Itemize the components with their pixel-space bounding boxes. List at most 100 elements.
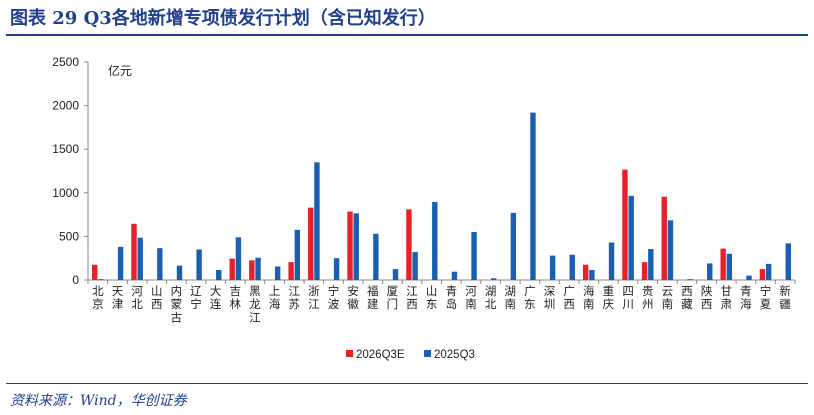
legend-label: 2025Q3 xyxy=(434,349,475,361)
x-tick-label: 厦门 xyxy=(387,284,399,311)
x-tick-label: 重庆 xyxy=(603,284,615,311)
x-tick-label: 海南 xyxy=(583,284,595,311)
bar xyxy=(98,279,104,280)
bar xyxy=(720,248,726,280)
bar xyxy=(648,249,654,280)
bar xyxy=(216,269,222,280)
x-tick-label: 宁波 xyxy=(328,284,340,311)
bar xyxy=(117,246,124,280)
y-tick-label: 500 xyxy=(59,229,79,243)
bar xyxy=(582,264,589,280)
bar xyxy=(196,249,202,280)
bar xyxy=(628,195,634,280)
bar xyxy=(373,233,379,280)
bar xyxy=(229,258,235,280)
x-tick-label: 北京 xyxy=(92,284,104,311)
x-tick-label: 西藏 xyxy=(681,284,693,311)
x-tick-label: 江苏 xyxy=(288,284,300,311)
source-note: 资料来源：Wind，华创证券 xyxy=(10,393,187,409)
bar xyxy=(249,260,255,280)
bar xyxy=(294,229,301,280)
y-tick-label: 1000 xyxy=(52,186,79,200)
bar xyxy=(622,169,628,280)
x-tick-label: 青海 xyxy=(740,284,752,311)
x-tick-label: 四川 xyxy=(622,284,634,311)
x-tick-label: 深圳 xyxy=(544,284,556,311)
x-tick-label: 上海 xyxy=(269,284,281,311)
legend-swatch xyxy=(424,350,431,357)
bar xyxy=(131,223,137,280)
bar xyxy=(667,220,674,280)
y-tick-label: 2000 xyxy=(52,99,79,113)
x-tick-label: 新疆 xyxy=(779,284,791,311)
legend-swatch xyxy=(346,350,353,357)
bar xyxy=(759,269,766,280)
bar xyxy=(92,264,98,280)
bar xyxy=(432,201,438,280)
x-tick-label: 江西 xyxy=(406,284,418,311)
x-tick-label: 青岛 xyxy=(446,284,458,311)
figure-title: 图表 29 Q3各地新增专项债发行计划（含已知发行） xyxy=(10,8,436,29)
source-rule xyxy=(6,383,808,384)
bar xyxy=(490,278,497,280)
bar xyxy=(347,211,353,280)
x-tick-label: 辽宁 xyxy=(190,284,202,311)
bar xyxy=(785,243,791,280)
bar xyxy=(726,253,733,280)
x-tick-label: 山西 xyxy=(151,284,163,311)
x-tick-label: 内蒙古 xyxy=(171,284,183,324)
bar xyxy=(530,112,536,281)
title-rule xyxy=(6,34,808,36)
x-tick-label: 广东 xyxy=(524,284,536,311)
bar xyxy=(274,266,281,280)
bar xyxy=(661,196,667,280)
bar xyxy=(333,258,340,280)
x-tick-label: 山东 xyxy=(426,284,438,311)
x-tick-label: 广西 xyxy=(563,284,575,311)
x-tick-label: 贵州 xyxy=(642,284,654,311)
bar xyxy=(765,263,772,280)
x-tick-label: 宁夏 xyxy=(760,284,772,311)
bar xyxy=(406,209,412,280)
bar xyxy=(641,262,648,280)
x-tick-label: 甘肃 xyxy=(721,284,733,311)
bar xyxy=(707,263,713,280)
bar xyxy=(137,237,143,280)
y-tick-label: 2500 xyxy=(52,55,79,69)
y-tick-label: 0 xyxy=(72,273,79,287)
bar xyxy=(255,257,261,280)
bar xyxy=(176,265,183,280)
bar xyxy=(746,275,752,280)
bar xyxy=(510,212,517,280)
bar xyxy=(235,237,242,280)
bar xyxy=(608,242,615,280)
legend-label: 2026Q3E xyxy=(356,349,405,361)
x-tick-label: 黑龙江 xyxy=(249,284,261,324)
bar xyxy=(471,232,477,280)
bar xyxy=(308,207,314,280)
y-tick-label: 1500 xyxy=(52,142,79,156)
x-tick-label: 湖北 xyxy=(485,284,497,311)
x-tick-label: 浙江 xyxy=(308,284,320,311)
bar xyxy=(288,262,294,280)
x-tick-label: 湖南 xyxy=(504,284,516,311)
x-tick-label: 河北 xyxy=(131,284,143,311)
bar xyxy=(549,255,556,280)
x-tick-label: 河南 xyxy=(465,284,477,311)
y-unit-label: 亿元 xyxy=(108,63,132,78)
bar xyxy=(157,248,163,280)
bar xyxy=(412,252,418,280)
bar xyxy=(687,279,693,280)
bar xyxy=(569,254,575,280)
bar xyxy=(314,162,320,280)
bar-chart: 0 500 1000 1500 2000 2500 亿元北京天津河北山西内蒙古辽宁大连吉林黑… xyxy=(52,55,796,361)
x-tick-label: 云南 xyxy=(662,284,674,311)
x-tick-label: 吉林 xyxy=(230,284,242,311)
bar xyxy=(392,269,399,280)
x-tick-label: 福建 xyxy=(367,284,379,311)
bar xyxy=(589,269,595,280)
x-tick-label: 天津 xyxy=(112,284,124,311)
bar xyxy=(353,213,359,280)
x-tick-label: 大连 xyxy=(210,284,222,311)
bar xyxy=(451,271,458,280)
